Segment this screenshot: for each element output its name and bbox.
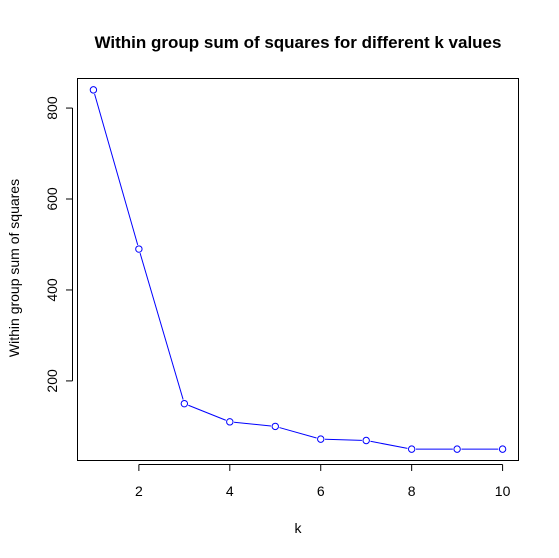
y-tick-label: 600 [44,187,60,211]
y-tick-label: 400 [44,278,60,302]
series-points [89,86,507,453]
x-tick-label: 2 [135,483,143,499]
series-line-segment [234,421,272,427]
chart-title: Within group sum of squares for differen… [95,33,502,52]
x-tick-label: 10 [495,483,511,499]
data-point [407,445,416,453]
data-point [498,445,507,453]
series-line-segment [279,427,317,439]
data-point [271,422,279,431]
x-tick-label: 4 [226,483,234,499]
y-axis-label: Within group sum of squares [6,179,22,357]
series-line-segment [188,404,226,421]
y-axis: 200 400 600 800 [44,96,73,393]
plot-frame [77,78,519,461]
data-point [317,435,325,443]
data-point [226,418,234,426]
series-lines [94,93,499,450]
data-point [180,399,189,408]
data-point [453,445,461,453]
series-line-segment [325,438,362,441]
x-axis-label: k [295,520,303,536]
data-point [89,86,98,94]
series-line-segment [94,93,139,246]
x-tick-label: 8 [408,483,416,499]
y-tick-label: 800 [44,96,60,120]
x-axis: 2 4 6 8 10 [135,464,511,499]
data-point [362,436,370,445]
x-tick-label: 6 [317,483,325,499]
series-line-segment [370,440,408,449]
y-tick-label: 200 [44,369,60,393]
data-point [135,245,143,253]
series-line-segment [139,253,184,400]
